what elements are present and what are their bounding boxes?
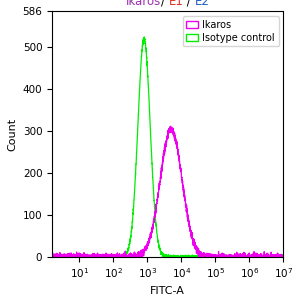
- Text: /: /: [161, 0, 169, 8]
- Text: E2: E2: [195, 0, 210, 8]
- Legend: Ikaros, Isotype control: Ikaros, Isotype control: [183, 16, 278, 46]
- Text: /: /: [184, 0, 195, 8]
- X-axis label: FITC-A: FITC-A: [150, 286, 185, 296]
- Y-axis label: Count: Count: [7, 117, 17, 151]
- Text: E1: E1: [169, 0, 184, 8]
- Text: Ikaros: Ikaros: [126, 0, 161, 8]
